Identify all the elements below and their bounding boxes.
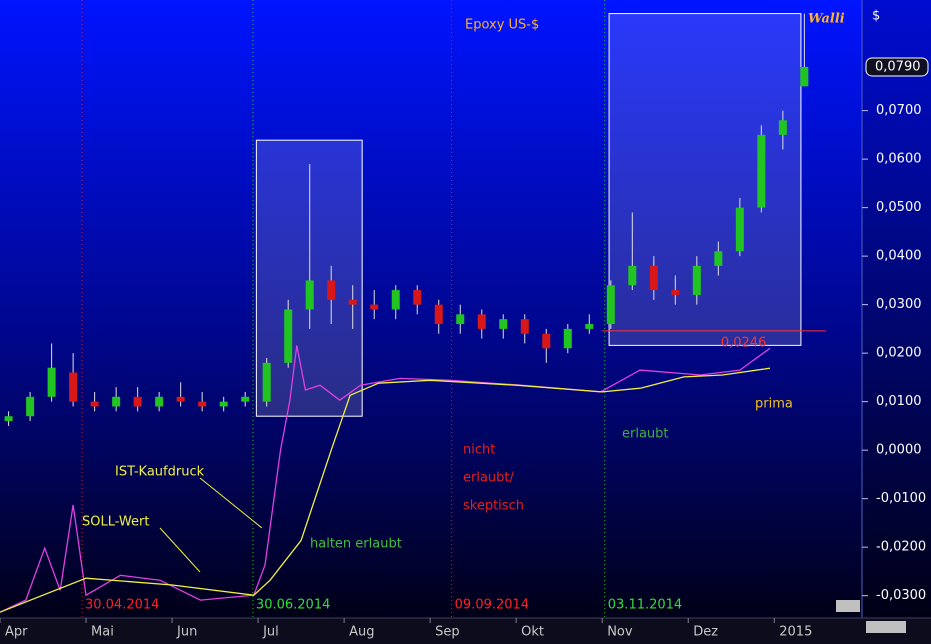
candle-body (585, 324, 594, 329)
x-tick-label: Apr (5, 625, 28, 640)
y-tick-label: -0,0300 (876, 588, 926, 603)
last-price-tag (865, 57, 929, 77)
candle-body (563, 328, 572, 349)
annotation: nicht (463, 443, 495, 458)
candle-body (735, 207, 744, 252)
x-tick-label: 2015 (779, 625, 812, 640)
y-tick-label: 0,0600 (876, 152, 922, 167)
candle-body (305, 280, 314, 310)
candle-body (284, 309, 293, 363)
scroll-button[interactable] (836, 600, 860, 612)
candle-body (176, 396, 185, 402)
candle-body (606, 285, 615, 325)
candle-body (628, 265, 637, 286)
candle-body (800, 66, 809, 87)
x-tick-label: Sep (435, 625, 460, 640)
chart-title: Epoxy US-$ (465, 18, 539, 33)
y-tick-label: 0,0700 (876, 103, 922, 118)
candle-body (4, 416, 13, 422)
y-tick-label: 0,0200 (876, 346, 922, 361)
x-axis-background (0, 618, 931, 644)
y-tick-label: 0,0100 (876, 394, 922, 409)
axis-background (862, 0, 931, 618)
candle-body (241, 396, 250, 402)
candle-body (370, 304, 379, 310)
x-tick-label: Dez (693, 625, 718, 640)
candle-body (671, 290, 680, 295)
candle-body (757, 134, 766, 208)
pointer (159, 527, 201, 573)
event-label: 30.04.2014 (85, 598, 159, 613)
candle-body (434, 304, 443, 325)
indicator-line (0, 367, 771, 613)
candle-body (262, 362, 271, 402)
currency: $ (872, 9, 880, 24)
x-tick-label: Jun (176, 625, 197, 640)
candle-body (391, 290, 400, 310)
x-tick-label: Jul (262, 625, 279, 640)
candle-body (219, 401, 228, 407)
candle-body (520, 319, 529, 334)
candle-body (90, 401, 99, 407)
candle-body (69, 372, 78, 402)
y-tick-label: -0,0200 (876, 540, 926, 555)
last-price-label: 0,0790 (875, 59, 921, 74)
logo: Walli (808, 12, 845, 27)
candle-body (155, 396, 164, 407)
candle-body (47, 367, 56, 397)
y-tick-label: 0,0300 (876, 297, 922, 312)
candle-body (778, 120, 787, 135)
candle-body (112, 396, 121, 407)
annotation: halten erlaubt (310, 537, 402, 552)
series-name: IST-Kaufdruck (115, 465, 205, 480)
event-label: 03.11.2014 (608, 598, 682, 613)
candle-body (198, 401, 207, 407)
y-tick-label: -0,0100 (876, 491, 926, 506)
pointer (199, 477, 263, 529)
y-tick-label: 0,0400 (876, 249, 922, 264)
level-label: 0,0246 (721, 335, 767, 350)
candle-body (542, 333, 551, 349)
zoom-buttons[interactable] (866, 621, 906, 633)
annotation: prima (755, 397, 793, 412)
candle-body (477, 314, 486, 329)
candle-body (413, 290, 422, 305)
plot-background (0, 0, 862, 618)
annotation: skeptisch (463, 499, 524, 514)
candle-body (133, 396, 142, 407)
x-tick-label: Okt (521, 625, 544, 640)
series-name: SOLL-Wert (82, 515, 149, 530)
candle-body (327, 280, 336, 300)
x-tick-label: Aug (349, 625, 374, 640)
event-label: 30.06.2014 (256, 598, 330, 613)
x-tick-label: Mai (91, 625, 114, 640)
annotation: erlaubt/ (463, 471, 515, 486)
candle-body (456, 314, 465, 325)
y-tick-label: 0,0500 (876, 200, 922, 215)
event-label: 09.09.2014 (455, 598, 529, 613)
candle-body (499, 319, 508, 329)
candle-body (26, 396, 35, 417)
candle-body (649, 265, 658, 291)
candle-body (692, 265, 701, 295)
candle-body (714, 251, 723, 266)
y-tick-label: 0,0000 (876, 443, 922, 458)
candle-body (348, 299, 357, 305)
annotation: erlaubt (622, 427, 669, 442)
x-tick-label: Nov (607, 625, 633, 640)
highlight-box (608, 13, 802, 346)
